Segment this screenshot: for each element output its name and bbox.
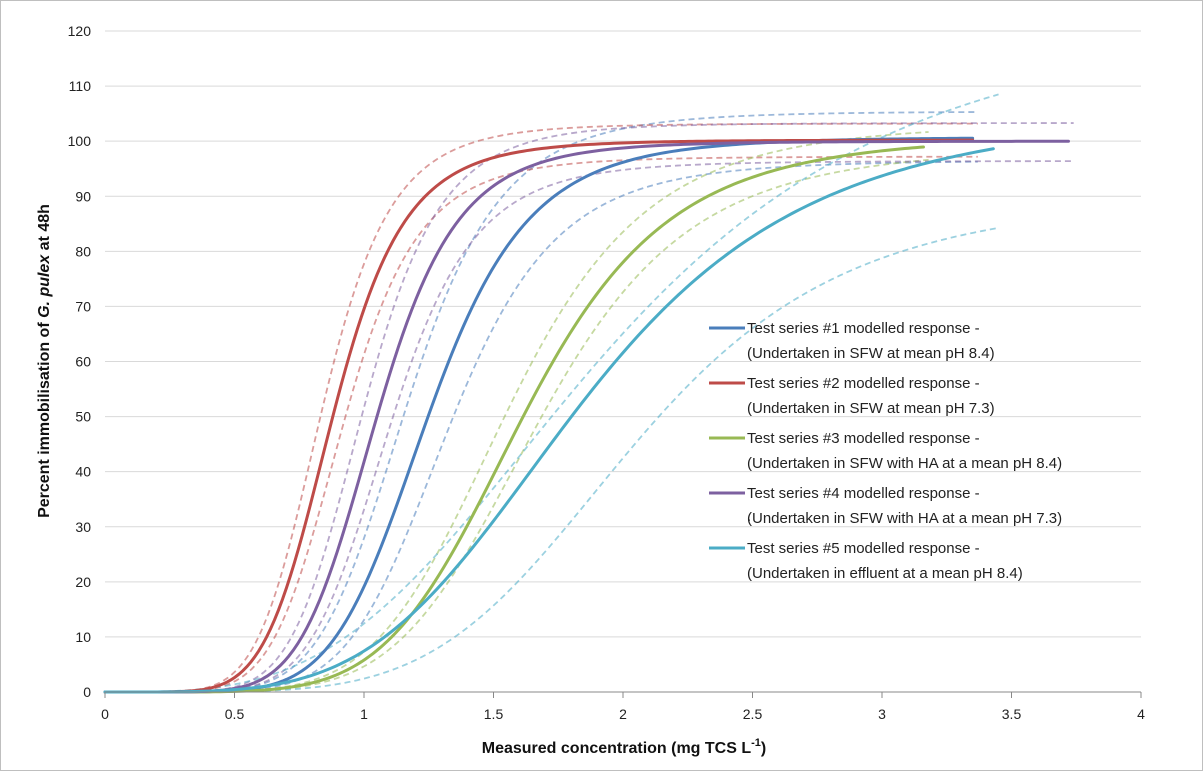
y-tick-label: 80 [75, 243, 91, 259]
legend-entry-3-subtitle: (Undertaken in SFW with HA at a mean pH … [747, 455, 1062, 472]
y-tick-label: 60 [75, 354, 91, 370]
x-tick-label: 3.5 [1002, 706, 1022, 722]
x-tick-label: 1 [360, 706, 368, 722]
series-1-lower-bound [105, 160, 978, 693]
legend-stray-mark: . [747, 508, 751, 525]
x-tick-label: 1.5 [484, 706, 504, 722]
legend-entry-1-subtitle: (Undertaken in SFW at mean pH 8.4) [747, 345, 995, 362]
series-3-lower-bound [105, 158, 929, 693]
legend-entry-3: Test series #3 modelled response - [747, 430, 980, 447]
y-tick-label: 70 [75, 298, 91, 314]
x-tick-label: 0 [101, 706, 109, 722]
series-4-upper-bound [105, 122, 1074, 693]
x-tick-label: 4 [1137, 706, 1145, 722]
series-5-lower-bound [105, 226, 999, 693]
x-tick-label: 3 [878, 706, 886, 722]
y-tick-label: 120 [68, 23, 92, 39]
legend-entry-2-subtitle: (Undertaken in SFW at mean pH 7.3) [747, 400, 995, 417]
legend-entry-5-subtitle: (Undertaken in effluent at a mean pH 8.4… [747, 565, 1023, 582]
y-tick-label: 90 [75, 188, 91, 204]
legend-entry-4-subtitle: (Undertaken in SFW with HA at a mean pH … [747, 510, 1062, 527]
series-3-upper-bound [105, 131, 929, 693]
legend-entry-5: Test series #5 modelled response - [747, 540, 980, 557]
series-2-lower-bound [105, 155, 978, 693]
legend: Test series #1 modelled response - (Under… [709, 320, 1062, 582]
x-tick-label: 2 [619, 706, 627, 722]
y-axis-label: Percent immobilisation of G. pulex at 48… [36, 204, 53, 518]
legend-entry-1: Test series #1 modelled response - [747, 320, 980, 337]
legend-entry-4: Test series #4 modelled response - [747, 485, 980, 502]
y-tick-label: 50 [75, 409, 91, 425]
series-5-model-line [103, 147, 995, 694]
plot-area [103, 93, 1074, 694]
series-4-model-line [103, 139, 1070, 694]
y-tick-label: 40 [75, 464, 91, 480]
x-axis-label: Measured concentration (mg TCS L-1) [482, 737, 766, 757]
series-3-model-line [103, 145, 925, 694]
y-tick-label: 20 [75, 574, 91, 590]
y-tick-label: 30 [75, 519, 91, 535]
x-tick-label: 0.5 [225, 706, 245, 722]
y-tick-label: 100 [68, 133, 92, 149]
legend-entry-2: Test series #2 modelled response - [747, 375, 980, 392]
series-4-lower-bound [105, 160, 1074, 693]
y-tick-label: 0 [83, 684, 91, 700]
y-tick-label: 110 [69, 78, 92, 94]
axes: 0 10 20 30 40 50 60 70 80 90 100 110 120 0 0.5 1 1.5 2 2.5… [68, 23, 1145, 722]
series-5-upper-bound [105, 93, 999, 693]
y-tick-label: 10 [75, 629, 91, 645]
x-tick-label: 2.5 [743, 706, 763, 722]
